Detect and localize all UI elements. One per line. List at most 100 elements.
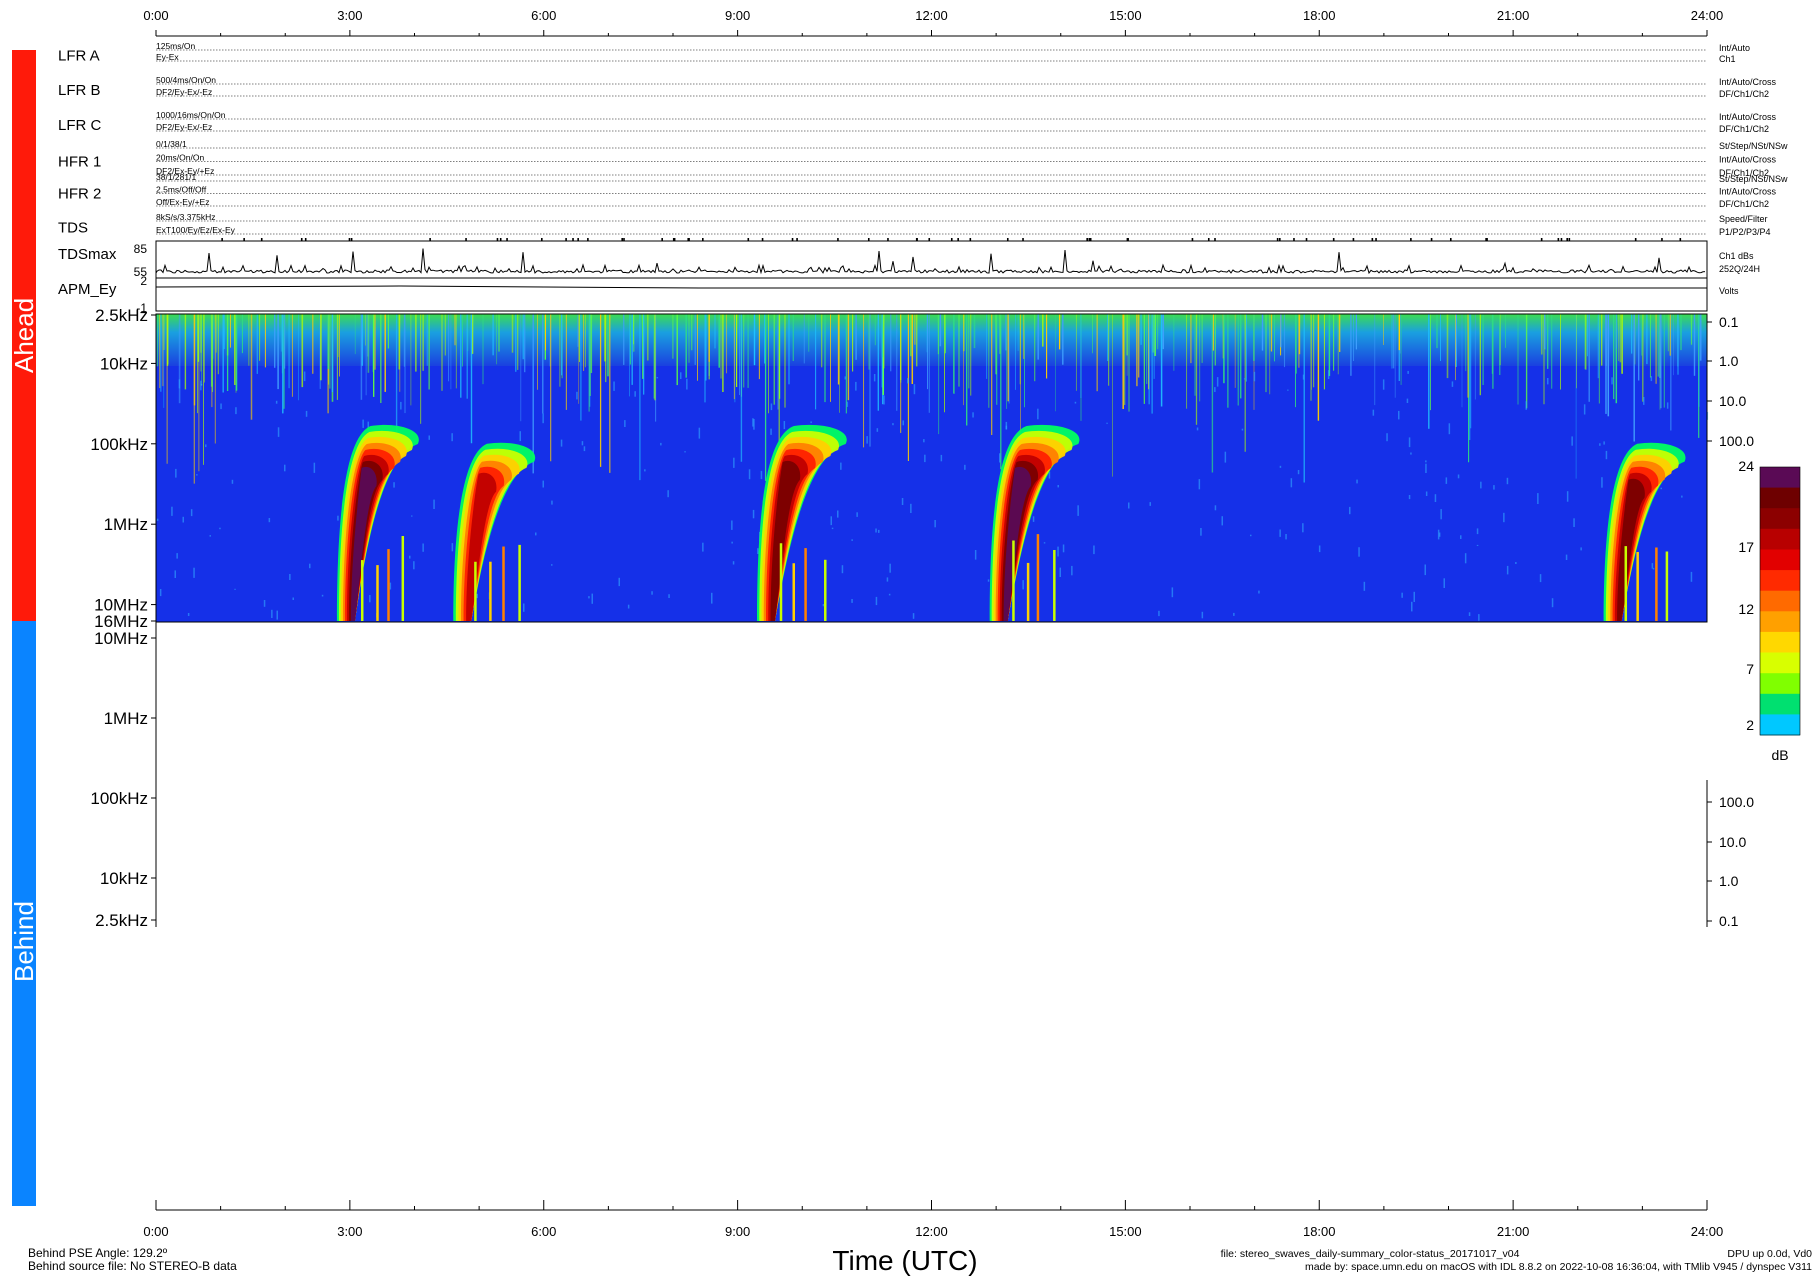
ahead-freq-label: 10kHz [100,354,148,373]
status-left-text: 125ms/On [156,41,195,51]
x-axis-title: Time (UTC) [832,1245,977,1276]
colorbar-swatch [1760,714,1800,736]
behind-panel: 10MHz 1MHz 100kHz 10kHz 2.5kHz 100.0 10.0 1.0 0… [90,622,1754,930]
status-left-text: 38/1/281/1 [156,172,196,182]
colorbar-tick: 7 [1746,661,1754,677]
status-left-text: 8kS/s/3.375kHz [156,212,216,222]
colorbar-swatch [1760,652,1800,674]
burst-layer [770,460,801,621]
status-right-text: Int/Auto/Cross [1719,155,1777,165]
top-time-tick: 0:00 [143,8,168,23]
burst-layer [1617,478,1645,621]
top-time-axis: 0:00 3:00 6:00 9:00 12:00 15:00 18:00 21:00 24:0… [143,8,1724,37]
apm-right-volts: Volts [1719,286,1739,296]
status-right-text: Ch1 [1719,54,1736,64]
tdsmax-right-1: Ch1 dBs [1719,251,1754,261]
bottom-time-tick: 24:00 [1691,1224,1724,1239]
status-right-text: DF/Ch1/Ch2 [1719,199,1769,209]
apm-trace [155,285,1707,289]
status-left-text: 500/4ms/On/On [156,75,216,85]
ahead-freq-label: 2.5kHz [95,306,148,325]
status-right-text: P1/P2/P3/P4 [1719,227,1771,237]
top-time-tick: 21:00 [1497,8,1530,23]
status-left-text: 2.5ms/Off/Off [156,185,207,195]
bottom-time-tick: 18:00 [1303,1224,1336,1239]
behind-right-label: 0.1 [1719,913,1739,929]
burst-layer [1003,466,1032,621]
colorbar-swatch [1760,508,1800,530]
status-row-name: LFR A [58,48,100,65]
colorbar-tick: 17 [1738,539,1754,555]
status-right-text: St/Step/NSt/NSw [1719,174,1788,184]
status-right-text: DF/Ch1/Ch2 [1719,89,1769,99]
status-left-text: 1000/16ms/On/On [156,110,226,120]
tdsmax-panel: TDSmax 85 55 Ch1 dBs 252Q/24H [58,240,1760,279]
status-row-name: TDS [58,220,88,237]
noise-streaks [156,314,1709,622]
footer-file-line: file: stereo_swaves_daily-summary_color-… [1221,1248,1520,1260]
ahead-freq-label: 1MHz [104,515,148,534]
colorbar-swatch [1760,631,1800,653]
bottom-time-tick: 12:00 [915,1224,948,1239]
status-row-name: HFR 1 [58,154,101,171]
status-left-text: Ey-Ex [156,52,179,62]
ahead-right-label: 1.0 [1719,353,1739,369]
ahead-right-label: 0.1 [1719,314,1739,330]
footer-dpu-line: DPU up 0.0d, Vd0 [1727,1248,1812,1260]
apm-label: APM_Ey [58,281,117,298]
tdsmax-trace [155,248,1706,275]
status-row-name: LFR C [58,117,102,134]
behind-right-axis: 100.0 10.0 1.0 0.1 [1707,794,1754,929]
footer-pse-angle: Behind PSE Angle: 129.2º [28,1246,168,1260]
ahead-freq-label: 10MHz [94,596,148,615]
burst-layer [466,472,497,621]
behind-label: Behind [9,901,39,982]
ahead-right-label: 10.0 [1719,393,1746,409]
colorbar-tick: 2 [1746,717,1754,733]
behind-freq-label: 1MHz [104,709,148,728]
top-time-tick: 18:00 [1303,8,1336,23]
low-freq-noise-band [156,314,1707,366]
bottom-time-tick: 3:00 [337,1224,362,1239]
ahead-right-axis: 0.1 1.0 10.0 100.0 [1707,314,1754,449]
status-right-text: St/Step/NSt/NSw [1719,141,1788,151]
radio-bursts [336,424,1686,621]
colorbar-tick: 12 [1738,601,1754,617]
apm-tick-2: 2 [140,274,147,288]
status-right-text: Int/Auto [1719,43,1750,53]
footer-source-file: Behind source file: No STEREO-B data [28,1259,237,1273]
bottom-time-tick: 21:00 [1497,1224,1530,1239]
status-left-text: 20ms/On/On [156,153,204,163]
bottom-time-tick: 0:00 [143,1224,168,1239]
status-right-text: Int/Auto/Cross [1719,77,1777,87]
apm-tick-m1: -1 [136,301,147,315]
bottom-time-tick: 9:00 [725,1224,750,1239]
status-right-text: DF/Ch1/Ch2 [1719,168,1769,178]
behind-right-label: 100.0 [1719,794,1754,810]
status-left-text: Off/Ex-Ey/+Ez [156,197,209,207]
apm-panel: APM_Ey 2 -1 Volts [58,274,1739,315]
tdsmax-right-2: 252Q/24H [1719,264,1760,274]
colorbar-swatch [1760,673,1800,695]
behind-freq-label: 2.5kHz [95,911,148,930]
footer-made-line: made by: space.umn.edu on macOS with IDL… [1305,1261,1812,1273]
top-time-tick: 24:00 [1691,8,1724,23]
ahead-freq-label: 16MHz [94,612,148,631]
colorbar-swatch [1760,467,1800,489]
behind-freq-label: 100kHz [90,789,148,808]
colorbar-swatch [1760,528,1800,550]
colorbar-swatch [1760,693,1800,715]
behind-right-label: 10.0 [1719,834,1746,850]
status-right-text: Int/Auto/Cross [1719,187,1777,197]
top-time-tick: 15:00 [1109,8,1142,23]
status-row-name: HFR 2 [58,186,101,203]
tdsmax-tick-55: 55 [134,265,148,279]
status-row-name: LFR B [58,82,101,99]
bottom-time-tick: 15:00 [1109,1224,1142,1239]
behind-bar [12,621,36,1206]
colorbar-swatch [1760,611,1800,633]
